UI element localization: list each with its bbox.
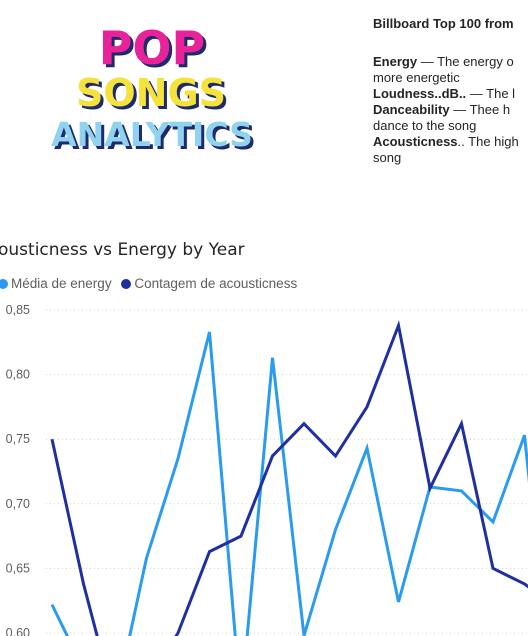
y-tick-label: 0,60: [6, 626, 30, 636]
note-loudness: Loudness..dB.. — The l: [373, 86, 528, 102]
legend-energy-label: Média de energy: [11, 276, 112, 291]
data-point-energy[interactable]: [269, 354, 277, 362]
y-tick-label: 0,85: [6, 303, 30, 317]
notes-heading: Billboard Top 100 from: [373, 16, 514, 31]
legend-acousticness-label: Contagem de acousticness: [134, 276, 298, 291]
data-point-acousticness[interactable]: [363, 403, 371, 411]
data-point-acousticness[interactable]: [206, 548, 214, 556]
note-dance-term: Danceability: [373, 102, 450, 117]
y-tick-label: 0,65: [6, 561, 30, 575]
note-energy-text2: more energetic: [373, 70, 460, 85]
data-point-acousticness[interactable]: [426, 484, 434, 492]
data-point-energy[interactable]: [300, 632, 308, 636]
data-point-energy[interactable]: [174, 455, 182, 463]
data-point-acousticness[interactable]: [80, 580, 88, 588]
note-loudness-text: — The l: [466, 86, 516, 101]
series-line-energy[interactable]: [50, 331, 528, 636]
data-point-acousticness[interactable]: [332, 452, 340, 460]
note-dance-text2: dance to the song: [373, 118, 477, 133]
logo-songs-shadow: SONGS: [79, 74, 229, 118]
logo-songs: SONGS: [76, 71, 226, 115]
note-energy-text: — The energy o: [417, 54, 514, 69]
chart-legend: Média de energy Contagem de acousticness: [0, 276, 297, 291]
y-tick-label: 0,75: [6, 432, 30, 446]
note-loudness-term: Loudness..dB..: [373, 86, 467, 101]
data-point-energy[interactable]: [332, 526, 340, 534]
data-point-energy[interactable]: [206, 328, 214, 336]
pop-songs-analytics-logo: POP POP SONGS SONGS ANALYTICS ANALYTICS: [38, 16, 268, 157]
note-energy-term: Energy: [373, 54, 418, 69]
note-acoustic-term: Acousticness: [373, 134, 458, 149]
legend-acousticness-marker: [121, 279, 132, 289]
series-line-acousticness[interactable]: [50, 320, 528, 636]
data-point-acousticness[interactable]: [174, 629, 182, 636]
logo-pop-shadow: POP: [102, 24, 209, 78]
note-acoustic: Acousticness.. The high: [373, 134, 528, 150]
data-point-energy[interactable]: [458, 487, 466, 495]
data-point-acousticness[interactable]: [237, 532, 245, 540]
data-point-acousticness[interactable]: [269, 452, 277, 460]
logo-analytics: ANALYTICS: [51, 115, 253, 154]
data-point-acousticness[interactable]: [489, 564, 497, 572]
data-point-acousticness[interactable]: [395, 322, 403, 330]
chart-title: ousticness vs Energy by Year: [0, 240, 245, 260]
note-dance-text: — Thee h: [449, 102, 511, 117]
data-point-energy[interactable]: [395, 598, 403, 606]
logo-pop: POP: [99, 21, 206, 75]
note-dance: Danceability — Thee h: [373, 102, 528, 118]
note-acoustic-text2: song: [373, 150, 402, 165]
note-acoustic-text: .. The high: [457, 134, 519, 149]
y-tick-label: 0,70: [6, 497, 30, 511]
legend-energy-marker: [0, 279, 8, 289]
line-chart: 0,85 0,80 0,75 0,70 0,65 0,60: [6, 303, 528, 636]
data-point-energy[interactable]: [48, 601, 56, 609]
data-point-energy[interactable]: [521, 431, 528, 439]
data-point-acousticness[interactable]: [300, 420, 308, 428]
data-point-energy[interactable]: [489, 518, 497, 526]
data-point-acousticness[interactable]: [458, 420, 466, 428]
data-point-acousticness[interactable]: [48, 435, 56, 443]
data-point-energy[interactable]: [363, 444, 371, 452]
description-panel: Billboard Top 100 from Energy — The ener…: [373, 16, 528, 166]
y-tick-label: 0,80: [6, 368, 30, 382]
logo-analytics-shadow: ANALYTICS: [54, 118, 256, 156]
note-energy: Energy — The energy o: [373, 54, 528, 70]
data-point-energy[interactable]: [143, 554, 151, 562]
